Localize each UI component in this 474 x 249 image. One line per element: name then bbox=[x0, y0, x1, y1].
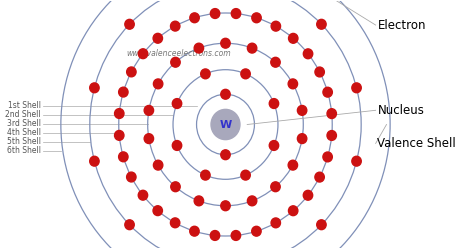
Ellipse shape bbox=[194, 43, 204, 53]
Ellipse shape bbox=[297, 134, 307, 143]
Ellipse shape bbox=[190, 226, 199, 236]
Ellipse shape bbox=[271, 182, 280, 192]
Ellipse shape bbox=[269, 99, 279, 108]
Ellipse shape bbox=[125, 19, 134, 29]
Ellipse shape bbox=[173, 99, 182, 108]
Ellipse shape bbox=[221, 89, 230, 99]
Text: Valence Shell: Valence Shell bbox=[377, 137, 456, 150]
Ellipse shape bbox=[303, 190, 313, 200]
Text: 6th Shell: 6th Shell bbox=[7, 146, 41, 155]
Ellipse shape bbox=[138, 49, 148, 59]
Ellipse shape bbox=[327, 130, 337, 140]
Ellipse shape bbox=[154, 79, 163, 89]
Ellipse shape bbox=[327, 109, 337, 119]
Text: Nucleus: Nucleus bbox=[377, 104, 424, 117]
Ellipse shape bbox=[144, 134, 154, 143]
Ellipse shape bbox=[269, 141, 279, 150]
Ellipse shape bbox=[171, 21, 180, 31]
Text: Electron: Electron bbox=[377, 19, 426, 32]
Ellipse shape bbox=[201, 69, 210, 79]
Ellipse shape bbox=[241, 69, 250, 79]
Text: 1st Shell: 1st Shell bbox=[8, 101, 41, 110]
Ellipse shape bbox=[138, 190, 147, 200]
Text: www.valenceelectrons.com: www.valenceelectrons.com bbox=[126, 49, 231, 58]
Ellipse shape bbox=[323, 152, 332, 162]
Ellipse shape bbox=[303, 49, 313, 59]
Ellipse shape bbox=[317, 19, 326, 29]
Ellipse shape bbox=[154, 160, 163, 170]
Ellipse shape bbox=[144, 106, 154, 115]
Ellipse shape bbox=[289, 33, 298, 43]
Text: 2nd Shell: 2nd Shell bbox=[5, 110, 41, 119]
Text: 4th Shell: 4th Shell bbox=[7, 128, 41, 137]
Ellipse shape bbox=[297, 106, 307, 115]
Ellipse shape bbox=[153, 33, 163, 43]
Ellipse shape bbox=[210, 231, 219, 240]
Ellipse shape bbox=[171, 57, 180, 67]
Ellipse shape bbox=[118, 87, 128, 97]
Ellipse shape bbox=[153, 206, 163, 216]
Ellipse shape bbox=[118, 152, 128, 162]
Ellipse shape bbox=[115, 130, 124, 140]
Ellipse shape bbox=[221, 38, 230, 48]
Ellipse shape bbox=[271, 21, 281, 31]
Ellipse shape bbox=[125, 220, 134, 230]
Ellipse shape bbox=[271, 218, 281, 228]
Ellipse shape bbox=[317, 220, 326, 230]
Ellipse shape bbox=[201, 170, 210, 180]
Ellipse shape bbox=[271, 57, 280, 67]
Ellipse shape bbox=[90, 83, 99, 93]
Ellipse shape bbox=[171, 182, 180, 192]
Ellipse shape bbox=[352, 83, 361, 93]
Text: 3rd Shell: 3rd Shell bbox=[7, 119, 41, 128]
Ellipse shape bbox=[115, 109, 124, 119]
Ellipse shape bbox=[252, 226, 261, 236]
Ellipse shape bbox=[241, 170, 250, 180]
Ellipse shape bbox=[252, 13, 261, 23]
Ellipse shape bbox=[247, 196, 257, 206]
Ellipse shape bbox=[288, 79, 298, 89]
Ellipse shape bbox=[127, 67, 136, 77]
Ellipse shape bbox=[171, 218, 180, 228]
Text: 5th Shell: 5th Shell bbox=[7, 137, 41, 146]
Ellipse shape bbox=[231, 9, 241, 18]
Text: W: W bbox=[219, 120, 232, 129]
Ellipse shape bbox=[190, 13, 199, 23]
Ellipse shape bbox=[173, 141, 182, 150]
Ellipse shape bbox=[315, 172, 324, 182]
Ellipse shape bbox=[352, 156, 361, 166]
Ellipse shape bbox=[247, 43, 257, 53]
Ellipse shape bbox=[323, 87, 332, 97]
Ellipse shape bbox=[127, 172, 136, 182]
Ellipse shape bbox=[221, 201, 230, 211]
Ellipse shape bbox=[231, 231, 241, 240]
Ellipse shape bbox=[221, 150, 230, 160]
Ellipse shape bbox=[315, 67, 324, 77]
Ellipse shape bbox=[211, 109, 240, 140]
Ellipse shape bbox=[210, 9, 220, 18]
Ellipse shape bbox=[194, 196, 204, 206]
Ellipse shape bbox=[289, 206, 298, 216]
Ellipse shape bbox=[90, 156, 99, 166]
Ellipse shape bbox=[288, 160, 298, 170]
